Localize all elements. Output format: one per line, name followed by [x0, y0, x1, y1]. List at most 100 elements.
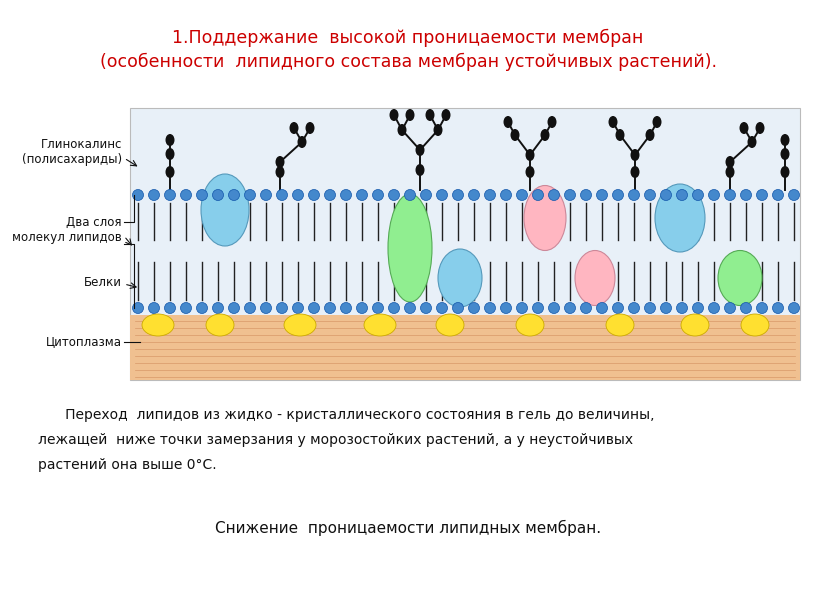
- Circle shape: [405, 189, 415, 200]
- Ellipse shape: [305, 122, 314, 134]
- Ellipse shape: [540, 129, 549, 141]
- Circle shape: [500, 189, 512, 200]
- Circle shape: [660, 189, 672, 200]
- Circle shape: [580, 302, 592, 313]
- Text: (особенности  липидного состава мембран устойчивых растений).: (особенности липидного состава мембран у…: [100, 53, 716, 71]
- Circle shape: [533, 302, 543, 313]
- Ellipse shape: [524, 186, 566, 251]
- Text: 1.Поддержание  высокой проницаемости мембран: 1.Поддержание высокой проницаемости мемб…: [172, 29, 644, 47]
- Circle shape: [180, 302, 192, 313]
- Circle shape: [548, 302, 560, 313]
- Ellipse shape: [166, 166, 175, 178]
- Ellipse shape: [575, 251, 615, 305]
- Ellipse shape: [655, 184, 705, 252]
- Circle shape: [245, 189, 255, 200]
- Circle shape: [628, 302, 640, 313]
- Circle shape: [517, 302, 527, 313]
- Circle shape: [197, 189, 207, 200]
- Circle shape: [708, 302, 720, 313]
- Circle shape: [453, 302, 463, 313]
- Ellipse shape: [503, 116, 512, 128]
- Circle shape: [420, 189, 432, 200]
- Circle shape: [565, 302, 575, 313]
- Ellipse shape: [441, 109, 450, 121]
- Circle shape: [372, 302, 384, 313]
- Circle shape: [165, 302, 175, 313]
- Circle shape: [388, 189, 400, 200]
- Ellipse shape: [739, 122, 748, 134]
- Circle shape: [725, 189, 735, 200]
- Circle shape: [517, 189, 527, 200]
- Ellipse shape: [290, 122, 299, 134]
- Circle shape: [693, 189, 703, 200]
- Circle shape: [357, 189, 367, 200]
- Circle shape: [613, 302, 623, 313]
- Circle shape: [533, 189, 543, 200]
- Circle shape: [325, 189, 335, 200]
- Ellipse shape: [653, 116, 662, 128]
- Ellipse shape: [725, 156, 734, 168]
- Circle shape: [260, 302, 272, 313]
- Circle shape: [708, 189, 720, 200]
- Ellipse shape: [166, 134, 175, 146]
- Circle shape: [212, 302, 224, 313]
- Circle shape: [596, 189, 607, 200]
- Circle shape: [420, 302, 432, 313]
- Ellipse shape: [406, 109, 415, 121]
- Ellipse shape: [780, 134, 790, 146]
- Circle shape: [180, 189, 192, 200]
- Circle shape: [565, 189, 575, 200]
- Ellipse shape: [615, 129, 624, 141]
- Circle shape: [308, 302, 320, 313]
- Circle shape: [468, 189, 480, 200]
- Circle shape: [485, 302, 495, 313]
- Circle shape: [453, 189, 463, 200]
- Circle shape: [325, 302, 335, 313]
- Circle shape: [437, 189, 447, 200]
- Circle shape: [740, 302, 752, 313]
- Circle shape: [676, 302, 688, 313]
- Text: лежащей  ниже точки замерзания у морозостойких растений, а у неустойчивых: лежащей ниже точки замерзания у морозост…: [38, 433, 633, 447]
- Circle shape: [788, 189, 800, 200]
- Ellipse shape: [780, 166, 790, 178]
- Text: Белки: Белки: [84, 275, 122, 289]
- Circle shape: [660, 302, 672, 313]
- Circle shape: [165, 189, 175, 200]
- Circle shape: [372, 189, 384, 200]
- Circle shape: [197, 302, 207, 313]
- Circle shape: [340, 189, 352, 200]
- Ellipse shape: [609, 116, 618, 128]
- Ellipse shape: [388, 194, 432, 302]
- Ellipse shape: [606, 314, 634, 336]
- Circle shape: [405, 302, 415, 313]
- Ellipse shape: [631, 149, 640, 161]
- Ellipse shape: [142, 314, 174, 336]
- Circle shape: [149, 302, 159, 313]
- Circle shape: [132, 189, 144, 200]
- Ellipse shape: [166, 148, 175, 160]
- Text: Снижение  проницаемости липидных мембран.: Снижение проницаемости липидных мембран.: [215, 520, 601, 536]
- Ellipse shape: [364, 314, 396, 336]
- Bar: [130, 108, 800, 380]
- Circle shape: [277, 189, 287, 200]
- Circle shape: [485, 189, 495, 200]
- Circle shape: [277, 302, 287, 313]
- Circle shape: [756, 302, 768, 313]
- Circle shape: [676, 189, 688, 200]
- Ellipse shape: [526, 166, 534, 178]
- Circle shape: [437, 302, 447, 313]
- Circle shape: [500, 302, 512, 313]
- Ellipse shape: [206, 314, 234, 336]
- Ellipse shape: [780, 148, 790, 160]
- Circle shape: [228, 189, 240, 200]
- Circle shape: [292, 189, 304, 200]
- Ellipse shape: [548, 116, 557, 128]
- Text: растений она выше 0°C.: растений она выше 0°C.: [38, 458, 216, 472]
- Ellipse shape: [511, 129, 520, 141]
- Text: Глинокалинс
(полисахариды): Глинокалинс (полисахариды): [22, 138, 122, 166]
- Ellipse shape: [438, 249, 482, 307]
- Ellipse shape: [415, 164, 424, 176]
- Text: Цитоплазма: Цитоплазма: [46, 335, 122, 349]
- Circle shape: [773, 302, 783, 313]
- Circle shape: [628, 189, 640, 200]
